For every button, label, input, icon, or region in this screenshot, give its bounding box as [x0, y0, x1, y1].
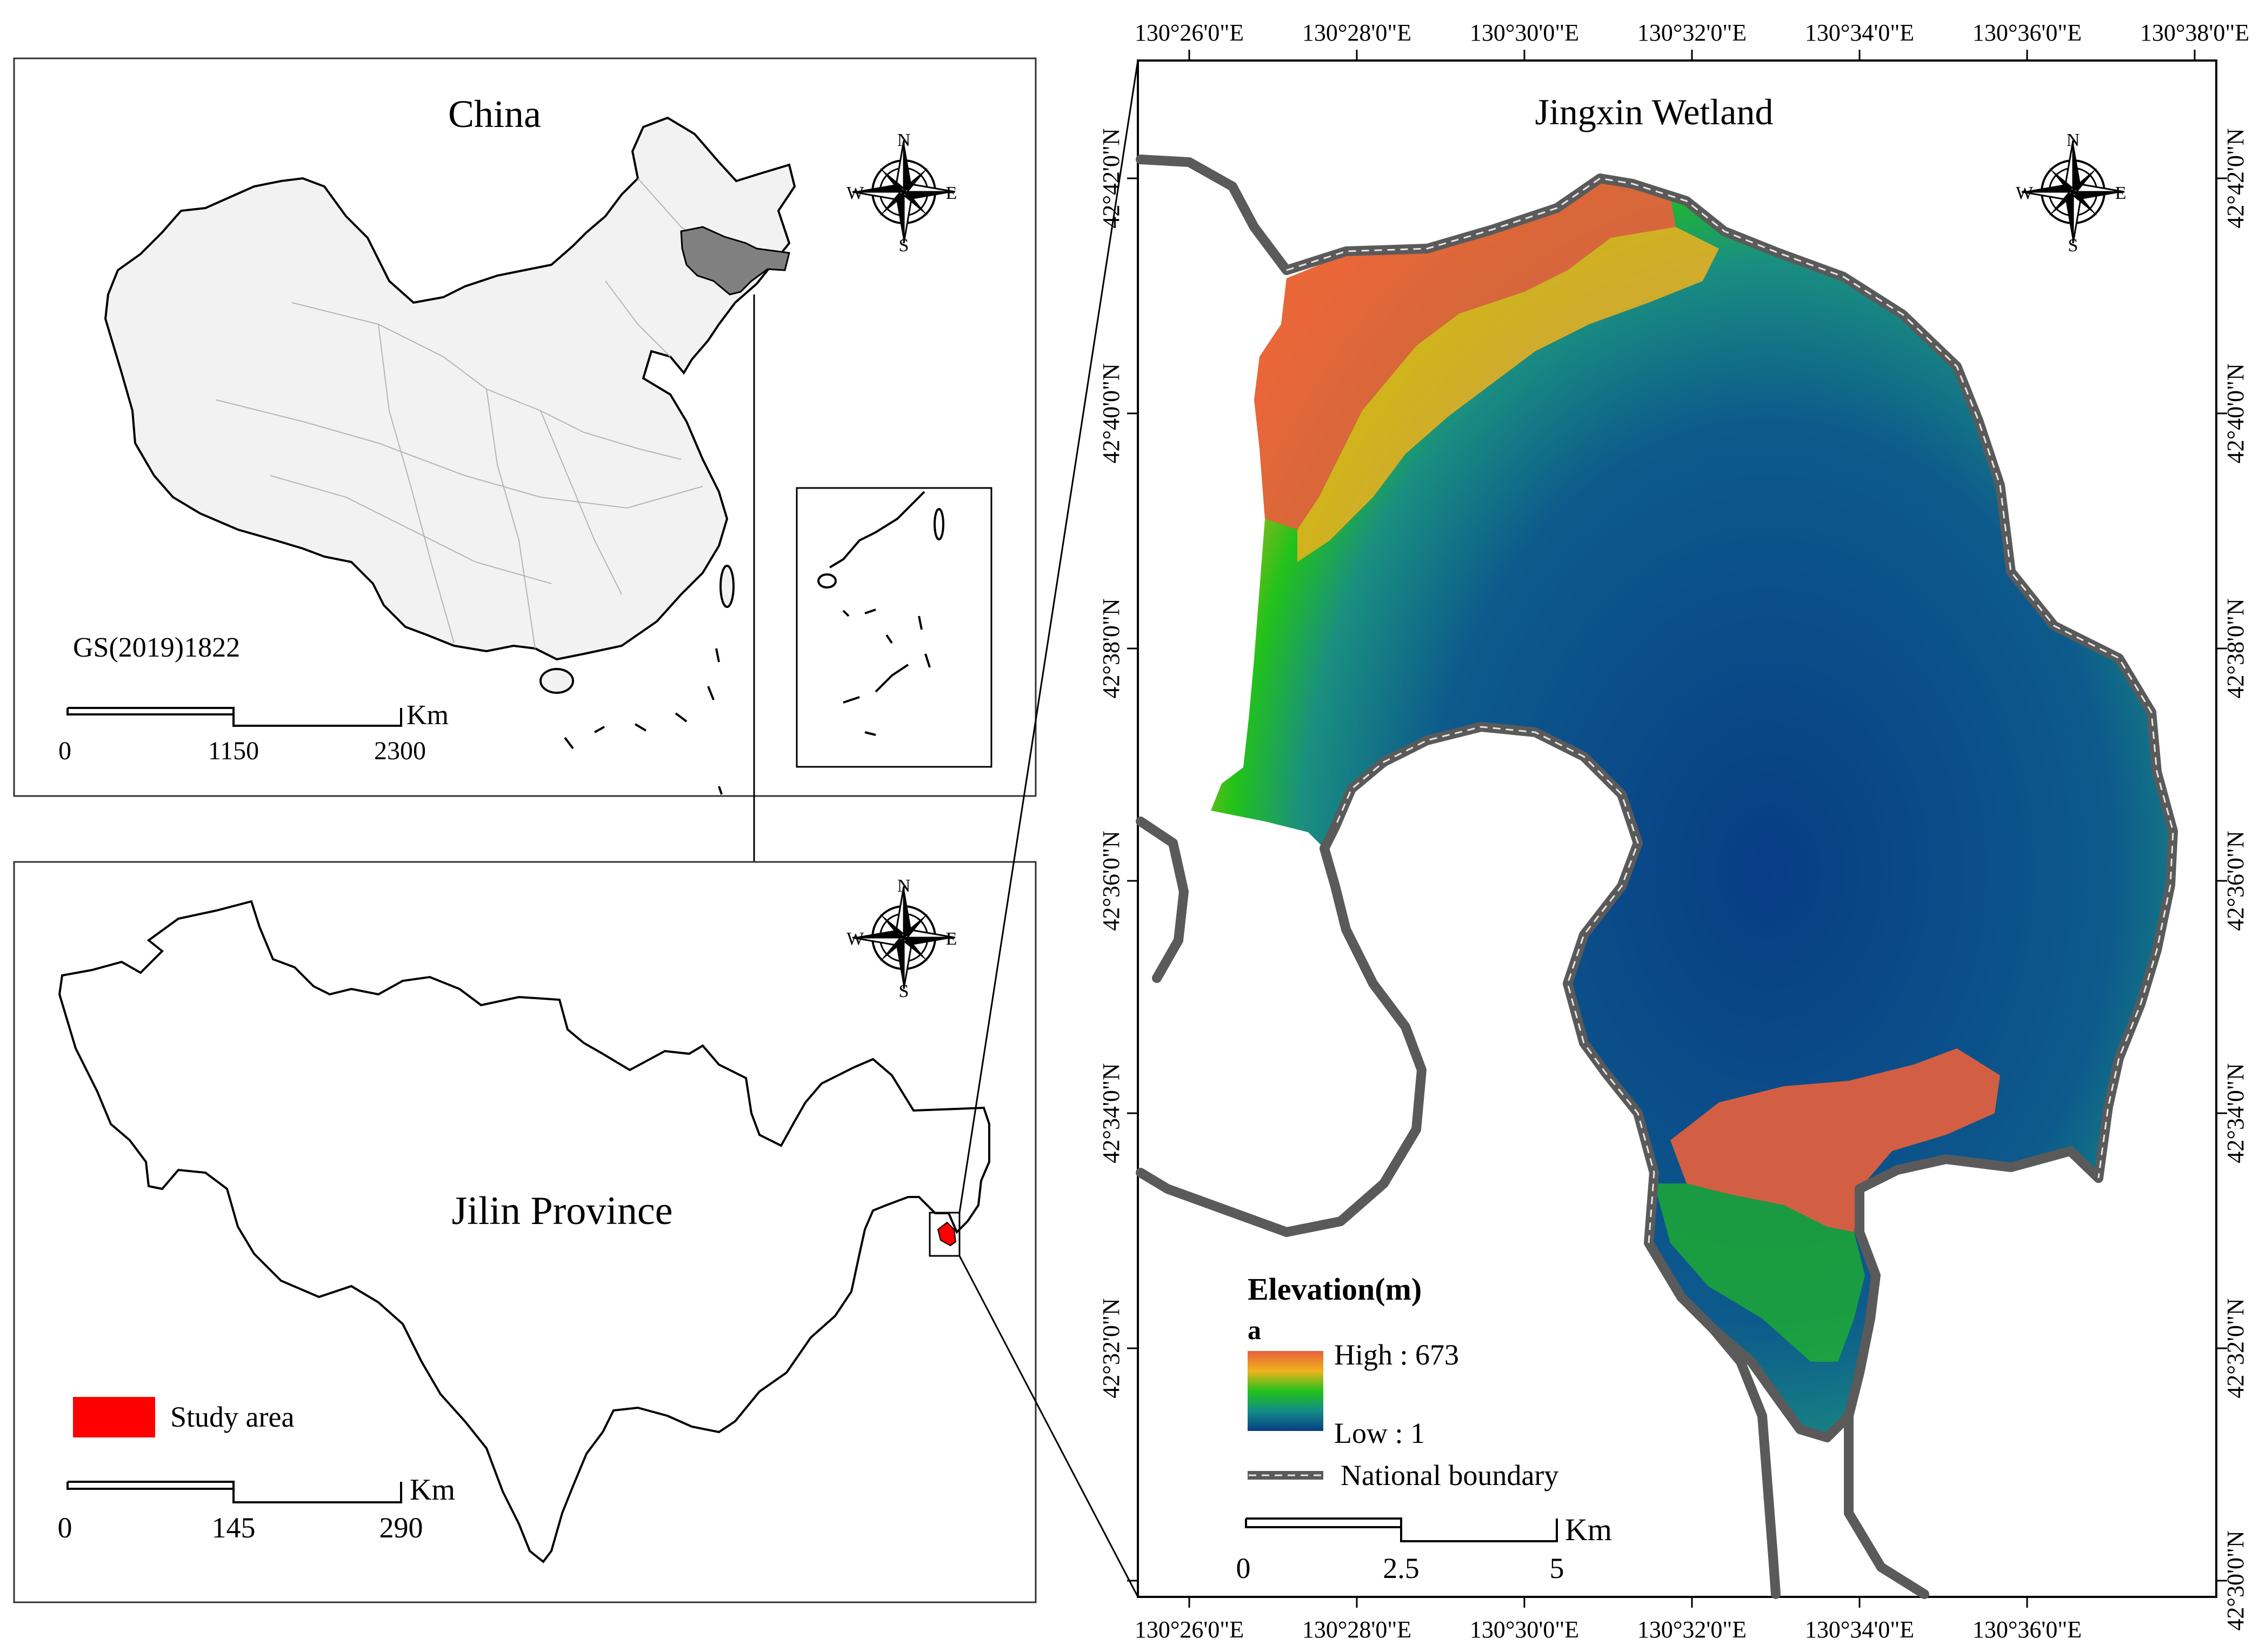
- jilin-compass-e: E: [946, 929, 957, 949]
- wetland-scale-end: 5: [1550, 1552, 1564, 1584]
- lon-top-4: 130°32'0"E: [1637, 19, 1747, 46]
- wetland-compass-w: W: [2016, 183, 2034, 203]
- jilin-outline: [58, 900, 990, 1563]
- jilin-scalebar: [66, 1481, 402, 1503]
- wetland-high-south: [1670, 1048, 2000, 1232]
- china-scale-0: 0: [58, 737, 71, 765]
- lon-bottom-2: 130°28'0"E: [1302, 1616, 1411, 1643]
- jilin-scale-unit: Km: [410, 1473, 455, 1507]
- china-inset-frame: [796, 487, 992, 768]
- lat-left-1: 42°42'0"N: [1098, 128, 1124, 228]
- south-china-sea-dashes: [564, 648, 723, 795]
- lat-left-3: 42°38'0"N: [1098, 598, 1124, 698]
- elevation-legend-sub: a: [1248, 1315, 1261, 1345]
- lat-right-1: 42°42'0"N: [2222, 128, 2249, 228]
- study-area-legend-label: Study area: [170, 1401, 294, 1433]
- jilin-scale-end: 290: [379, 1511, 423, 1544]
- lon-top-1: 130°26'0"E: [1135, 19, 1244, 46]
- china-inset-content: [817, 491, 944, 736]
- zoom-line-bottom: [958, 1255, 1139, 1597]
- lon-top-2: 130°28'0"E: [1302, 19, 1411, 46]
- lat-right-6: 42°32'0"N: [2222, 1298, 2249, 1398]
- lon-bottom-1: 130°26'0"E: [1135, 1616, 1244, 1643]
- china-title: China: [448, 92, 541, 136]
- wetland-title: Jingxin Wetland: [1535, 91, 1774, 132]
- elevation-legend-ramp: [1248, 1351, 1323, 1431]
- island-hainan: [539, 668, 574, 694]
- china-scale-end: 2300: [374, 737, 426, 765]
- lat-left-4: 42°36'0"N: [1098, 831, 1124, 931]
- elevation-legend-title: Elevation(m): [1248, 1272, 1422, 1307]
- lon-bottom-6: 130°36'0"E: [1973, 1616, 2082, 1643]
- jilin-highlight: [680, 226, 790, 296]
- lon-top-5: 130°34'0"E: [1805, 19, 1914, 46]
- study-area-marker: [937, 1221, 957, 1247]
- china-gs-code: GS(2019)1822: [73, 632, 240, 663]
- china-compass-e: E: [946, 183, 957, 203]
- wetland-yellow-north: [1297, 227, 1719, 562]
- jilin-compass-n: N: [897, 876, 911, 896]
- china-compass-w: W: [847, 183, 864, 203]
- lat-right-2: 42°40'0"N: [2222, 363, 2249, 463]
- wetland-compass-s: S: [2068, 236, 2078, 256]
- study-area-legend-swatch: [73, 1397, 155, 1437]
- elevation-legend-high: High : 673: [1334, 1339, 1459, 1371]
- elevation-legend-low: Low : 1: [1334, 1417, 1425, 1449]
- lat-right-3: 42°38'0"N: [2222, 598, 2249, 698]
- zoom-line-top: [958, 60, 1139, 1213]
- wetland-compass-e: E: [2115, 183, 2127, 203]
- lat-right-5: 42°34'0"N: [2222, 1063, 2249, 1163]
- jilin-compass-s: S: [899, 981, 909, 1001]
- lon-bottom-5: 130°34'0"E: [1805, 1616, 1914, 1643]
- jilin-scale-mid: 145: [212, 1511, 256, 1544]
- wetland-scale-0: 0: [1236, 1552, 1251, 1584]
- lon-bottom-3: 130°30'0"E: [1470, 1616, 1579, 1643]
- china-scale-unit: Km: [407, 700, 449, 731]
- lat-left-6: 42°32'0"N: [1098, 1298, 1124, 1398]
- wetland-ticks: [1127, 50, 2227, 1608]
- lat-left-5: 42°34'0"N: [1098, 1063, 1124, 1163]
- lon-bottom-4: 130°32'0"E: [1637, 1616, 1747, 1643]
- china-compass-s: S: [899, 236, 909, 256]
- lat-left-2: 42°40'0"N: [1098, 363, 1124, 463]
- china-province-lines: [216, 178, 714, 649]
- lon-top-3: 130°30'0"E: [1470, 19, 1579, 46]
- wetland-green-south: [1654, 1183, 1865, 1362]
- jilin-compass-w: W: [847, 929, 864, 949]
- island-taiwan: [719, 565, 735, 608]
- wetland-compass-n: N: [2067, 130, 2080, 150]
- boundary-legend-label: National boundary: [1341, 1459, 1558, 1492]
- wetland-scalebar: [1245, 1517, 1558, 1542]
- lat-right-7: 42°30'0"N: [2222, 1530, 2249, 1630]
- jilin-title: Jilin Province: [451, 1189, 672, 1233]
- china-compass-n: N: [897, 130, 911, 150]
- lat-right-4: 42°36'0"N: [2222, 831, 2249, 931]
- lon-top-6: 130°36'0"E: [1973, 19, 2082, 46]
- lon-top-7: 130°38'0"E: [2140, 19, 2249, 46]
- china-scalebar: [66, 707, 402, 727]
- wetland-scale-mid: 2.5: [1383, 1552, 1420, 1584]
- china-scale-mid: 1150: [208, 737, 259, 765]
- national-boundary-dashes: [1286, 177, 2174, 1243]
- jilin-scale-0: 0: [58, 1511, 72, 1544]
- study-area-box: [929, 1212, 961, 1257]
- wetland-scale-unit: Km: [1565, 1512, 1612, 1547]
- china-outline: [104, 116, 796, 661]
